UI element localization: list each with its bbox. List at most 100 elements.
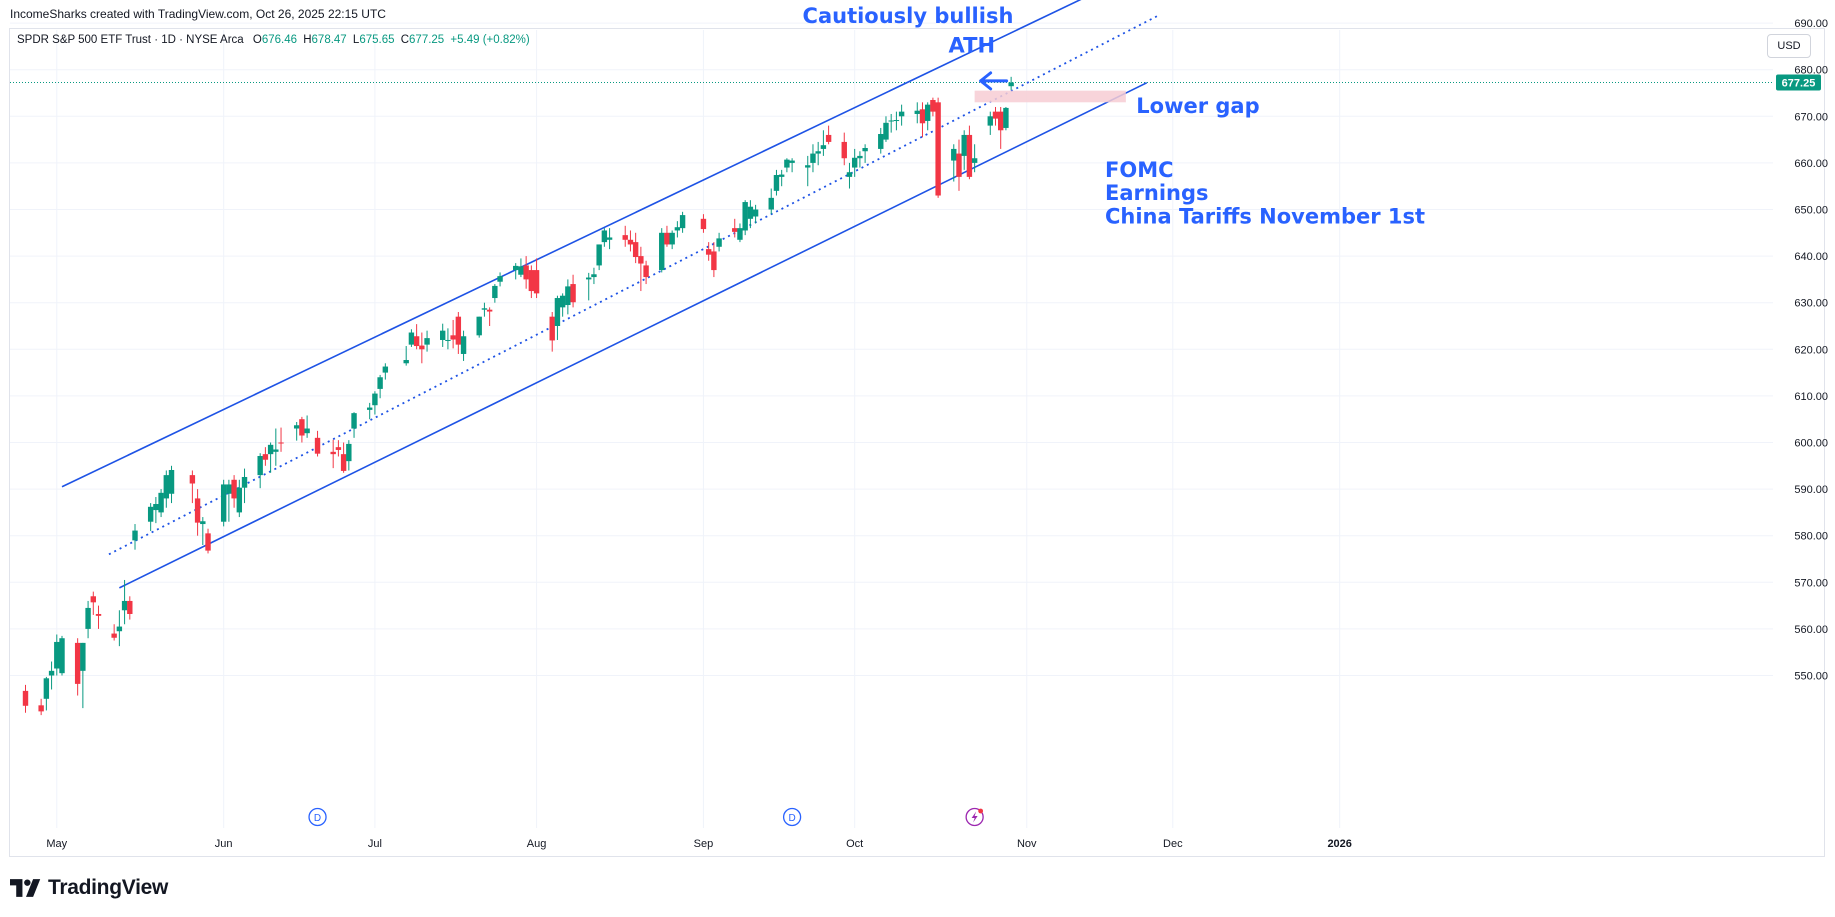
candle [278,427,284,452]
candle [846,162,853,189]
candle-body [669,232,675,245]
candle-body [914,110,920,114]
candle-body [857,155,863,159]
annotation-text: Cautiously bullish [803,4,1014,28]
candle [705,242,712,261]
candle-body [898,111,905,117]
candle-body [622,235,628,240]
candle [241,468,248,504]
candle-body [992,111,999,119]
candle [492,284,498,303]
candle-body [85,607,91,629]
candle [664,225,670,247]
candle-body [419,345,425,350]
candle [366,402,373,420]
candle-body [293,425,300,429]
candle-body [304,428,310,434]
candle-body [862,147,868,152]
candle-body [158,492,164,513]
candle-body [226,484,232,494]
candle [971,144,978,173]
candle [80,642,86,709]
candle [669,230,675,250]
candle-body [189,475,196,484]
candle-body [601,230,608,243]
annotation-text: ATH [949,33,996,57]
candle [632,232,639,264]
candle-body [664,232,670,245]
candle [293,421,300,441]
candle-body [930,99,936,112]
tradingview-logo-icon [10,879,41,897]
candle [732,218,738,238]
candle-body [194,498,201,523]
candle-body [825,134,832,142]
candle [815,141,821,166]
candle [59,635,65,676]
dividend-d-icon[interactable]: D [782,807,802,827]
candle [346,440,352,471]
candle-body [810,153,816,163]
candle-body [596,244,602,266]
candle [935,97,941,198]
channel-middle-dotted-line [108,15,1158,556]
candle [205,528,211,554]
dividend-d-icon[interactable]: D [308,807,327,827]
candle [200,517,206,546]
candle [486,307,493,326]
candle [231,475,237,508]
chart-frame [9,28,1825,857]
candle-body [335,447,342,450]
candle [951,144,957,182]
candle-body [893,120,900,122]
candle-body [732,228,738,232]
candle [351,412,357,438]
candle-body [638,256,644,264]
candle-body [424,338,430,345]
candle [132,524,138,550]
candle-body [518,266,524,275]
candle [95,605,102,629]
candle [54,634,60,676]
candle-body [533,270,540,294]
candle-body [987,116,993,126]
candle [382,363,389,380]
candle-body [38,705,44,712]
candle-body [586,277,592,280]
candle [236,479,243,518]
candle-body [570,284,576,303]
candle-body [1003,107,1009,128]
candle-body [48,670,55,676]
candle-body [705,249,712,255]
candle-body [742,202,748,231]
candle [747,200,754,229]
candle [194,489,201,536]
high-value: 678.47 [311,34,347,46]
tradingview-brand[interactable]: TradingView [10,876,168,900]
candle-body [455,316,462,345]
candle-body [95,613,102,616]
candle-body [346,443,352,462]
candle-body [674,227,681,231]
candle [48,661,55,690]
price-tick-label: 610.00 [1794,391,1828,403]
currency-button[interactable]: USD [1767,34,1811,58]
candle [85,600,91,639]
time-tick-label: 2026 [1327,838,1351,850]
candle-body [961,134,967,156]
time-tick-label: Aug [527,838,547,850]
candle-body [200,521,206,525]
candle-body [205,533,211,551]
earnings-lightning-icon[interactable] [965,807,984,827]
time-tick-label: Jul [368,838,382,850]
candle-body [408,332,415,345]
candle-body [330,451,336,455]
symbol-name[interactable]: SPDR S&P 500 ETF Trust · 1D · NYSE Arca [17,34,244,46]
candle-body [643,265,649,278]
candle [956,139,962,191]
candle [424,330,430,352]
candle-body [998,111,1004,131]
candle-body [147,506,154,522]
candle [497,272,503,287]
